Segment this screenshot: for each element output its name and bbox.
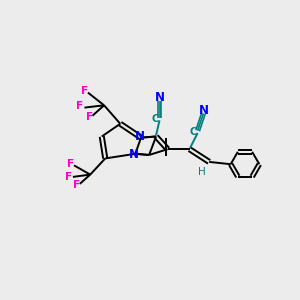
Text: N: N bbox=[154, 92, 164, 104]
Text: F: F bbox=[65, 172, 72, 182]
Text: F: F bbox=[81, 86, 88, 96]
Text: F: F bbox=[73, 180, 80, 190]
Text: F: F bbox=[85, 112, 93, 122]
Text: F: F bbox=[67, 159, 74, 169]
Text: H: H bbox=[198, 167, 206, 177]
Text: N: N bbox=[135, 130, 145, 143]
Text: N: N bbox=[129, 148, 139, 161]
Text: C: C bbox=[152, 114, 159, 124]
Text: C: C bbox=[190, 127, 197, 137]
Text: N: N bbox=[198, 104, 208, 117]
Text: F: F bbox=[76, 101, 83, 112]
